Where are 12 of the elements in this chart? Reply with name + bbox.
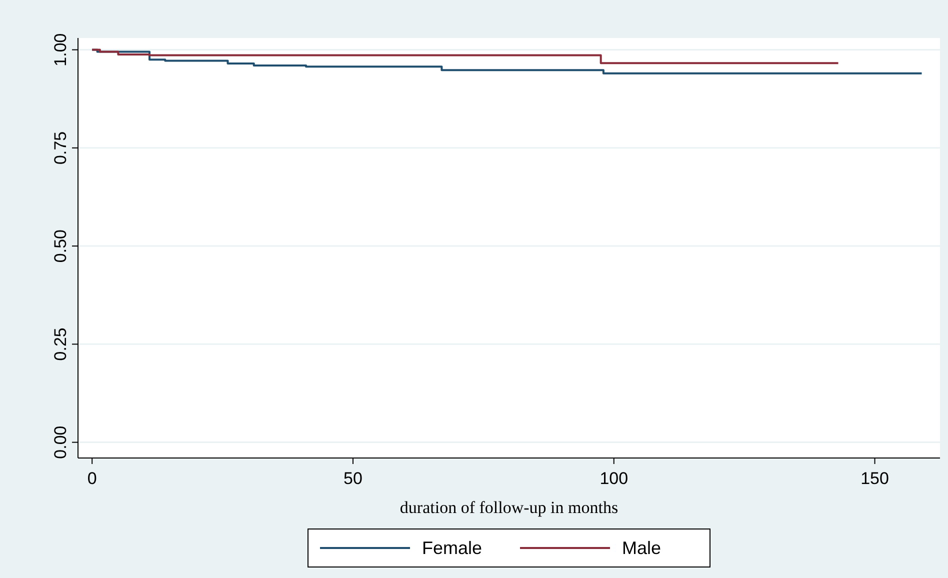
y-tick-label: 0.75: [51, 131, 70, 164]
x-tick-label: 50: [344, 469, 362, 488]
y-tick-label: 0.25: [51, 328, 70, 361]
x-axis-title: duration of follow-up in months: [400, 498, 618, 517]
y-tick-label: 1.00: [51, 33, 70, 66]
x-tick-label: 0: [87, 469, 97, 488]
y-tick-label: 0.50: [51, 229, 70, 263]
y-tick-label: 0.00: [51, 426, 70, 459]
x-tick-label: 150: [860, 469, 889, 488]
legend-label: Male: [622, 538, 662, 558]
x-tick-label: 100: [600, 469, 628, 488]
legend-label: Female: [422, 538, 482, 558]
